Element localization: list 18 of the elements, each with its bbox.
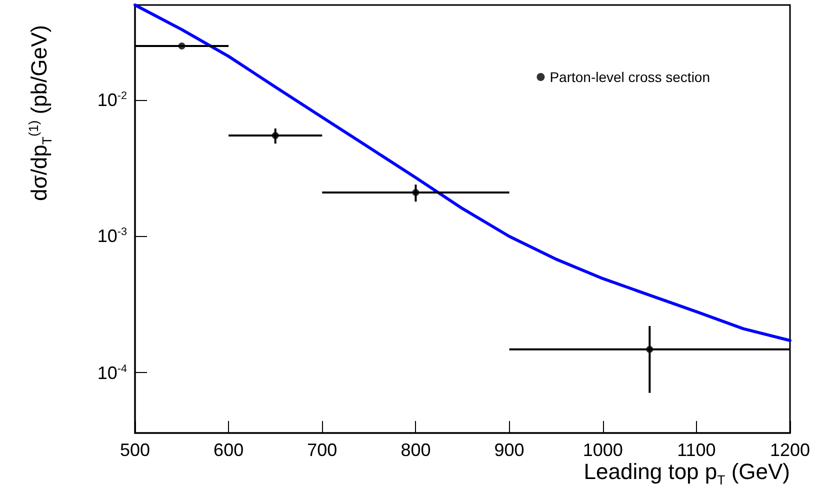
x-tick-label: 1000 xyxy=(582,440,623,460)
x-tick-label: 900 xyxy=(494,440,524,460)
x-tick-label: 1200 xyxy=(770,440,810,460)
point xyxy=(272,132,279,140)
x-tick-label: 600 xyxy=(214,440,244,460)
line-series xyxy=(134,4,792,342)
x-tick-label: 700 xyxy=(307,440,338,460)
point xyxy=(412,189,420,196)
legend-label: Parton-level cross section xyxy=(550,69,710,85)
x-tick-label: 500 xyxy=(120,440,150,460)
y-tick-label: 10$^{-2}$ xyxy=(97,90,127,110)
point xyxy=(646,346,654,353)
x-axis-title: Leading top p$_{T}$ (GeV) xyxy=(584,459,790,488)
y-tick-label: 10$^{-4}$ xyxy=(97,362,127,383)
x-tick-label: 800 xyxy=(400,440,431,460)
point xyxy=(178,42,186,50)
y-tick-label: 10$^{-3}$ xyxy=(97,226,127,246)
x-tick-label: 1100 xyxy=(677,440,716,460)
